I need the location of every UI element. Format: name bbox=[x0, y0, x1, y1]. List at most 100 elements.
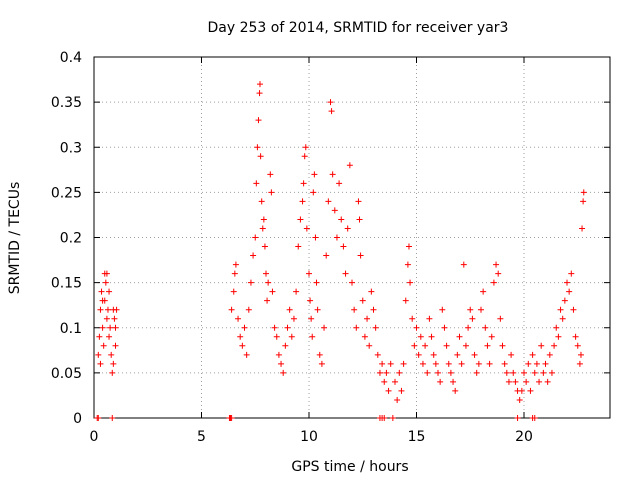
data-point bbox=[110, 306, 117, 313]
data-point bbox=[361, 333, 368, 340]
data-point bbox=[359, 297, 366, 304]
data-point bbox=[344, 225, 351, 232]
data-point bbox=[392, 378, 398, 385]
data-point bbox=[241, 324, 248, 331]
data-point bbox=[357, 252, 364, 259]
data-point bbox=[314, 306, 321, 313]
data-point bbox=[516, 396, 523, 403]
data-point bbox=[299, 198, 306, 205]
data-point bbox=[469, 315, 476, 322]
data-point bbox=[230, 288, 237, 295]
data-point bbox=[252, 234, 259, 241]
data-point bbox=[309, 333, 316, 340]
y-tick-label: 0 bbox=[73, 411, 82, 427]
data-point bbox=[327, 99, 334, 106]
data-point bbox=[300, 180, 307, 187]
data-point bbox=[284, 324, 291, 331]
data-point bbox=[372, 324, 379, 331]
data-point bbox=[529, 351, 536, 358]
data-point bbox=[387, 360, 394, 367]
data-point bbox=[349, 279, 355, 286]
data-point bbox=[409, 315, 416, 322]
data-point bbox=[312, 234, 319, 241]
data-point bbox=[508, 351, 515, 358]
data-point bbox=[402, 297, 409, 304]
data-point bbox=[417, 333, 424, 340]
data-point bbox=[536, 378, 543, 385]
data-point bbox=[256, 81, 263, 88]
data-point bbox=[106, 288, 113, 295]
data-point bbox=[561, 297, 568, 304]
data-point bbox=[323, 252, 330, 259]
x-tick-label: 15 bbox=[408, 429, 426, 445]
data-point bbox=[261, 243, 268, 250]
data-point bbox=[495, 270, 502, 277]
data-point bbox=[555, 333, 562, 340]
data-point bbox=[311, 171, 318, 178]
data-point bbox=[269, 288, 276, 295]
data-point bbox=[574, 342, 581, 349]
data-point bbox=[514, 415, 521, 421]
data-point bbox=[310, 189, 317, 196]
data-point bbox=[443, 342, 450, 349]
grid-lines bbox=[94, 57, 610, 418]
data-point bbox=[325, 198, 332, 205]
data-point bbox=[512, 378, 519, 385]
data-point bbox=[493, 261, 500, 268]
data-point bbox=[379, 360, 386, 367]
data-point bbox=[258, 198, 265, 205]
x-axis-label: GPS time / hours bbox=[291, 459, 408, 475]
data-point bbox=[538, 342, 545, 349]
data-point bbox=[531, 415, 538, 421]
data-point bbox=[383, 369, 390, 376]
data-point bbox=[239, 342, 246, 349]
y-tick-label: 0.25 bbox=[51, 185, 82, 201]
data-point bbox=[518, 387, 525, 394]
data-point bbox=[564, 279, 570, 286]
data-point bbox=[302, 144, 309, 151]
y-tick-label: 0.2 bbox=[60, 231, 82, 247]
data-point bbox=[338, 216, 345, 223]
data-point bbox=[400, 360, 407, 367]
data-point bbox=[95, 415, 102, 421]
data-point bbox=[486, 360, 493, 367]
data-point bbox=[454, 351, 461, 358]
data-point bbox=[370, 306, 377, 313]
data-point bbox=[301, 153, 308, 160]
data-point bbox=[267, 171, 274, 178]
data-point bbox=[288, 333, 295, 340]
data-point bbox=[523, 378, 530, 385]
data-point bbox=[282, 342, 289, 349]
data-point bbox=[366, 342, 373, 349]
data-point bbox=[510, 369, 517, 376]
data-point bbox=[419, 360, 426, 367]
data-point bbox=[107, 324, 114, 331]
data-point bbox=[551, 342, 558, 349]
data-point bbox=[100, 342, 107, 349]
data-point bbox=[484, 342, 491, 349]
data-point bbox=[336, 180, 343, 187]
data-point bbox=[250, 252, 257, 259]
data-point bbox=[295, 243, 302, 250]
data-point bbox=[458, 360, 465, 367]
data-point bbox=[346, 162, 353, 169]
data-point bbox=[364, 315, 371, 322]
data-point bbox=[275, 351, 282, 358]
data-point bbox=[381, 378, 388, 385]
x-tick-label: 10 bbox=[300, 429, 318, 445]
data-point bbox=[548, 369, 555, 376]
data-point bbox=[232, 261, 239, 268]
data-point bbox=[97, 360, 104, 367]
data-point bbox=[430, 351, 437, 358]
data-point bbox=[318, 360, 325, 367]
data-point bbox=[293, 288, 300, 295]
data-point bbox=[396, 369, 403, 376]
data-point bbox=[475, 360, 482, 367]
data-point bbox=[95, 351, 102, 358]
data-point bbox=[333, 234, 340, 241]
data-point bbox=[456, 333, 463, 340]
data-point bbox=[307, 297, 314, 304]
data-point bbox=[353, 324, 360, 331]
data-point bbox=[99, 324, 106, 331]
